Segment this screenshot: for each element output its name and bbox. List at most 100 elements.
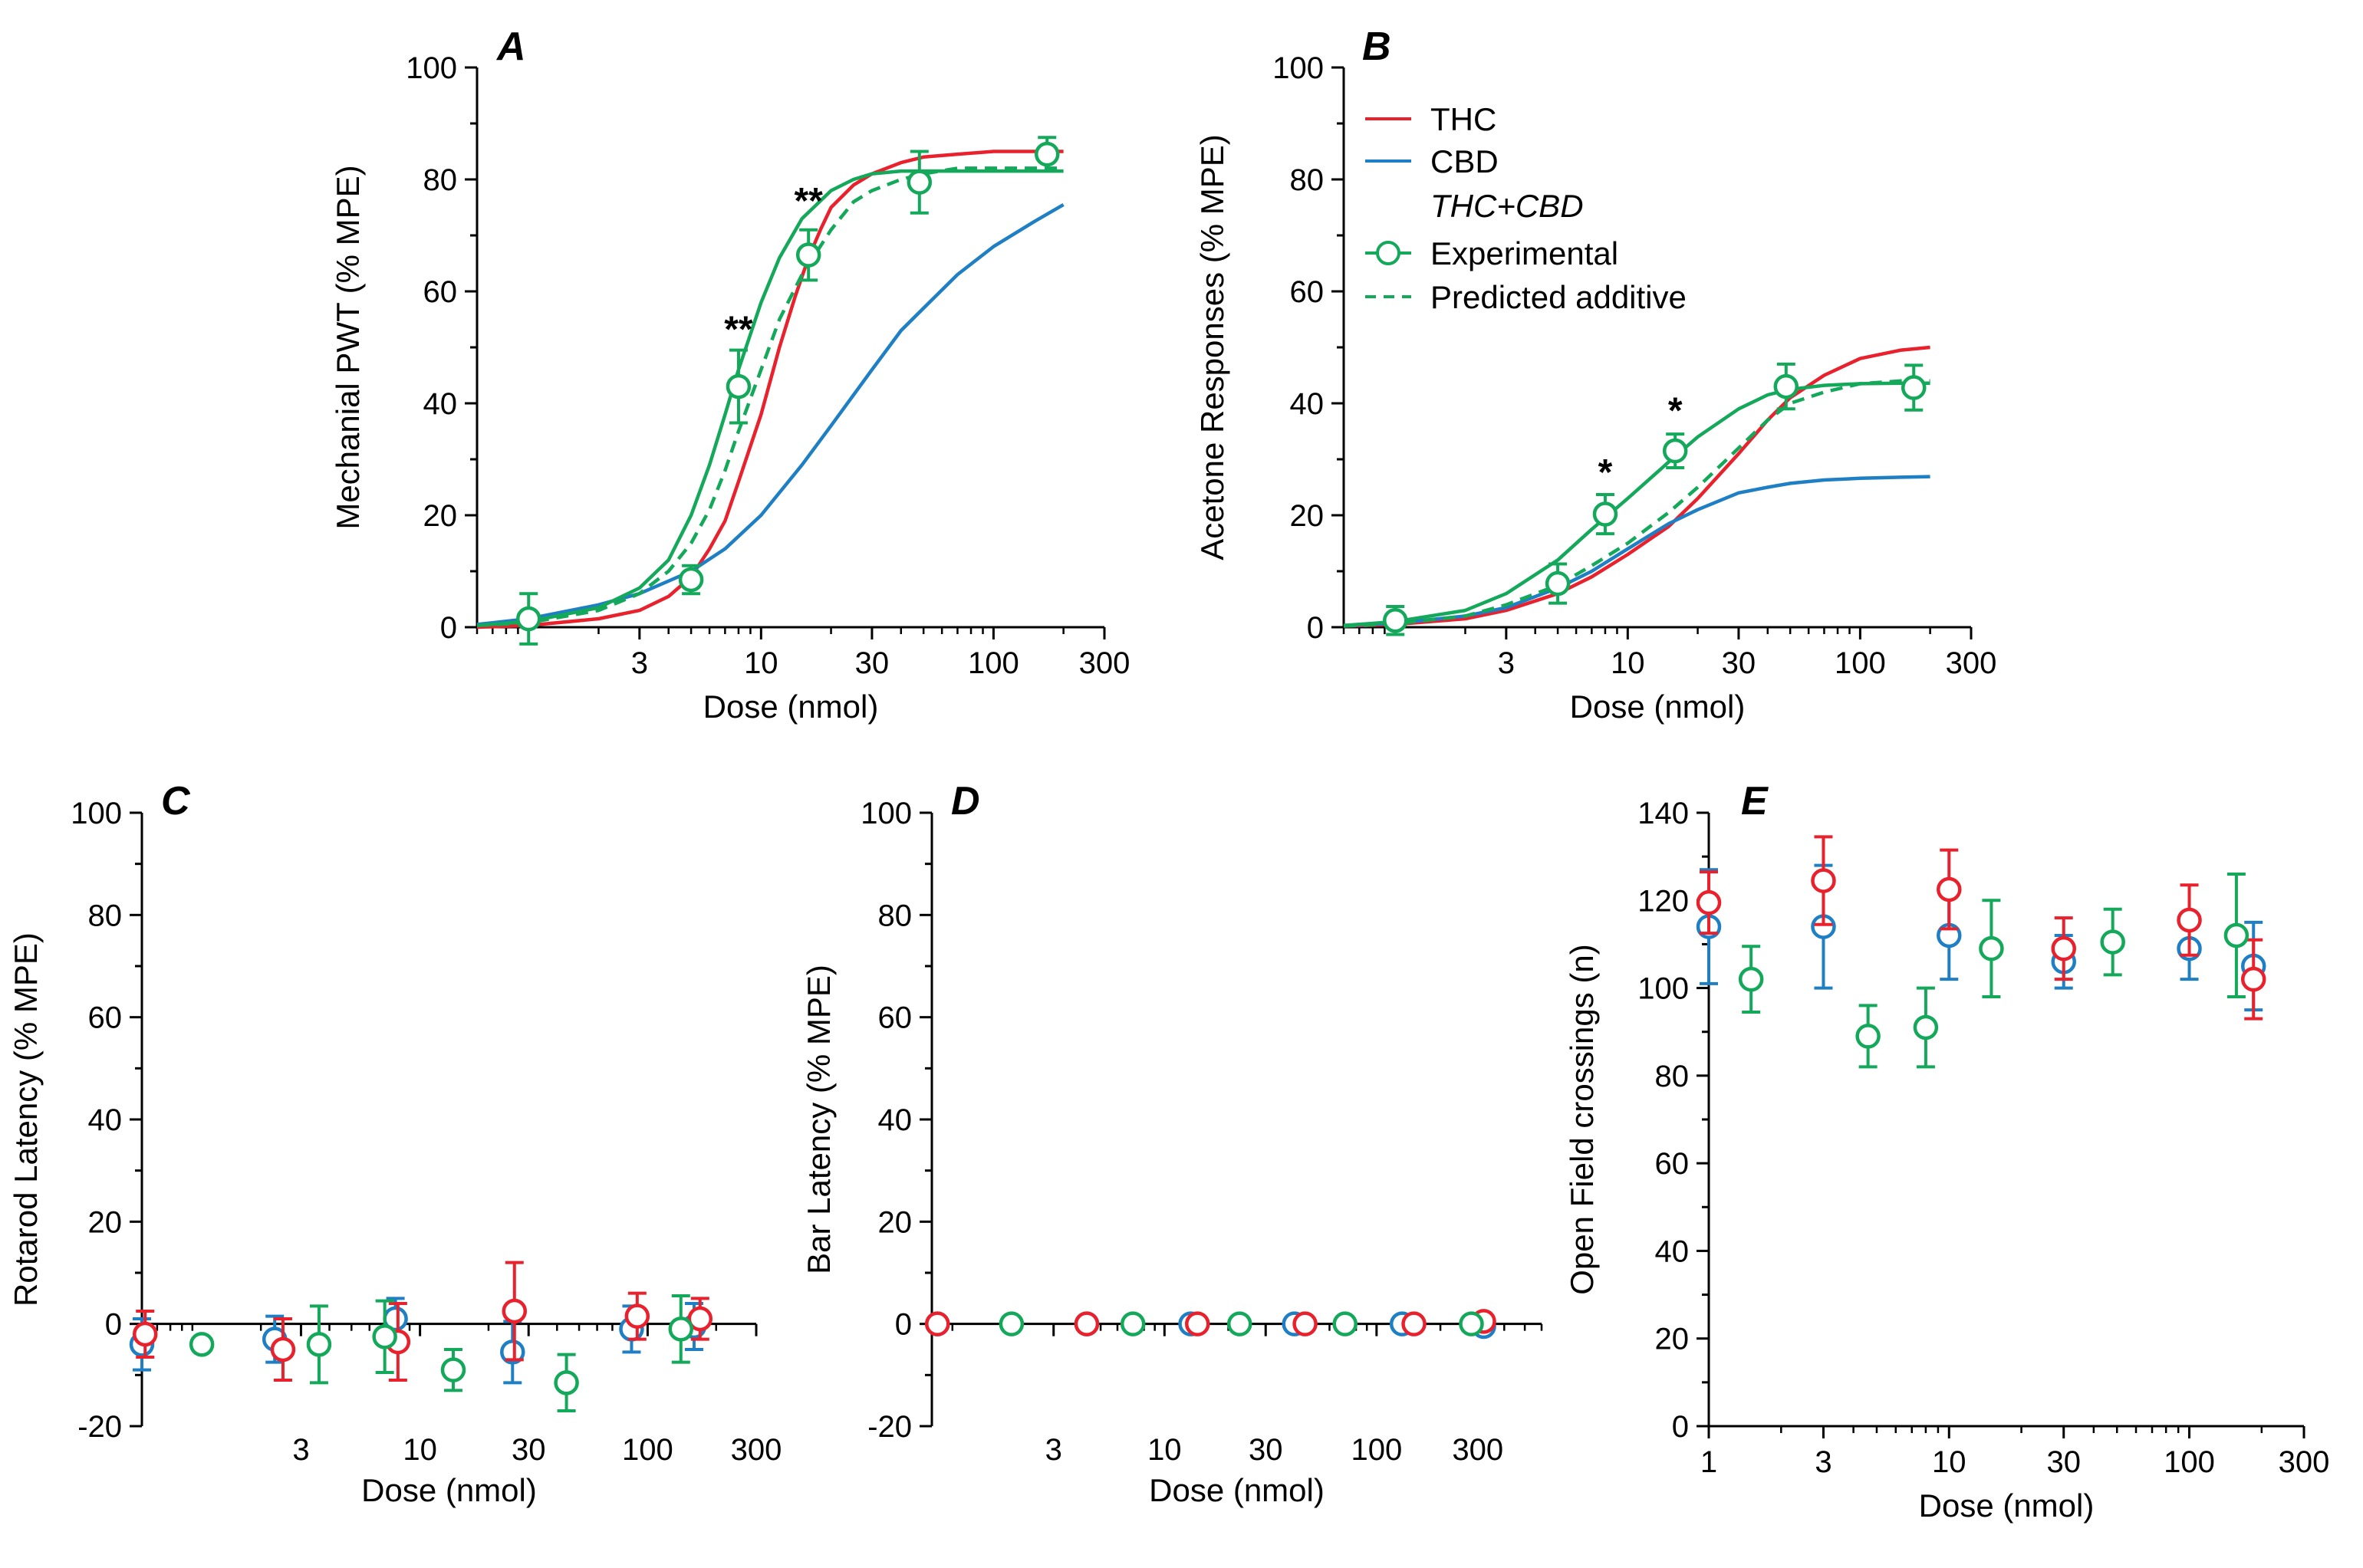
point-thc-cbd <box>189 1332 215 1357</box>
curve-cbd <box>476 202 1065 626</box>
panel-label: A <box>495 25 526 69</box>
x-axis-label: Dose (nmol) <box>361 1472 537 1508</box>
panel-label: D <box>951 779 980 823</box>
point-cbd <box>500 1340 525 1365</box>
y-axis-label: Rotarod Latency (% MPE) <box>8 932 44 1307</box>
y-tick-label: 0 <box>440 611 457 645</box>
curve-experimental-fit <box>1343 381 1930 628</box>
x-tick-label: 30 <box>855 646 890 680</box>
point-thc-cbd <box>668 1317 694 1342</box>
y-axis-label: Open Field crossings (n) <box>1564 944 1600 1295</box>
point-thc <box>1401 1311 1427 1336</box>
panel-label: C <box>161 779 191 823</box>
y-tick-label: 20 <box>423 499 458 533</box>
y-tick-label: 100 <box>406 51 457 85</box>
y-axis-label: Mechanial PWT (% MPE) <box>330 165 366 529</box>
x-tick-label: 10 <box>1147 1433 1182 1467</box>
legend-predicted-label: Predicted additive <box>1430 279 1687 315</box>
y-tick-label: 80 <box>88 899 123 932</box>
y-axis-label: Acetone Responses (% MPE) <box>1194 134 1230 560</box>
x-tick-label: 3 <box>1498 646 1515 680</box>
x-tick-label: 100 <box>968 646 1019 680</box>
point-thc-cbd <box>1855 1024 1881 1049</box>
legend-experimental-marker <box>1376 241 1400 265</box>
y-tick-label: 0 <box>1307 611 1324 645</box>
y-tick-label: 80 <box>423 163 458 197</box>
x-axis-label: Dose (nmol) <box>1149 1472 1325 1508</box>
significance-marker: ** <box>795 181 824 222</box>
x-tick-label: 30 <box>2046 1445 2081 1479</box>
point-thc-cbd <box>1738 966 1764 992</box>
x-tick-label: 300 <box>731 1433 782 1467</box>
x-tick-label: 10 <box>403 1433 437 1467</box>
y-tick-label: 40 <box>423 387 458 421</box>
point-experimental <box>1545 570 1571 597</box>
point-thc <box>1292 1311 1318 1336</box>
x-axis-label: Dose (nmol) <box>1919 1487 2095 1524</box>
point-thc <box>925 1311 950 1336</box>
legend-thc-label: THC <box>1430 101 1496 137</box>
curve-cbd <box>1343 475 1930 628</box>
point-thc-cbd <box>1913 1014 1939 1040</box>
x-tick-label: 10 <box>1611 646 1645 680</box>
point-thc <box>1937 876 1962 902</box>
point-thc <box>502 1298 528 1324</box>
x-tick-label: 3 <box>1815 1445 1831 1479</box>
point-thc-cbd <box>1226 1311 1252 1336</box>
significance-marker: ** <box>724 310 753 350</box>
point-thc <box>2240 966 2266 992</box>
y-tick-label: -20 <box>867 1410 912 1444</box>
point-thc <box>2177 907 2202 933</box>
y-tick-label: 80 <box>1290 163 1325 197</box>
y-tick-label: 60 <box>1290 275 1325 309</box>
point-experimental <box>1773 373 1799 399</box>
point-experimental <box>1382 607 1408 633</box>
point-thc <box>687 1306 713 1332</box>
curve-experimental-fit <box>476 169 1064 628</box>
x-tick-label: 30 <box>1249 1433 1283 1467</box>
point-experimental <box>907 169 933 195</box>
y-tick-label: 40 <box>878 1103 913 1137</box>
curve-predicted-additive <box>476 166 1064 628</box>
x-tick-label: 300 <box>1079 646 1130 680</box>
point-thc-cbd <box>554 1370 579 1395</box>
significance-marker: * <box>1668 391 1683 432</box>
y-tick-label: 120 <box>1637 884 1689 918</box>
point-thc <box>132 1321 158 1347</box>
point-experimental <box>1592 501 1618 527</box>
x-tick-label: 300 <box>2279 1445 2330 1479</box>
point-thc-cbd <box>999 1311 1025 1336</box>
point-experimental <box>795 242 821 268</box>
curve-thc <box>476 150 1064 630</box>
point-thc-cbd <box>1459 1311 1484 1336</box>
y-tick-label: 20 <box>878 1205 913 1239</box>
point-thc-cbd <box>372 1324 397 1349</box>
point-thc-cbd <box>440 1357 466 1382</box>
point-thc <box>624 1303 650 1329</box>
y-tick-label: 140 <box>1637 797 1689 830</box>
x-tick-label: 100 <box>1351 1433 1402 1467</box>
panel-b: 0 20 40 60 80 100 3 10 30 100 300 Dose (nmol) Aceton… <box>1194 25 1996 725</box>
x-axis-label: Dose (nmol) <box>703 689 879 725</box>
point-thc <box>1696 889 1722 915</box>
point-thc <box>270 1336 296 1363</box>
y-tick-label: 0 <box>1672 1410 1689 1444</box>
x-tick-label: 1 <box>1700 1445 1717 1479</box>
y-tick-label: 20 <box>1290 499 1325 533</box>
point-thc-cbd <box>1332 1311 1358 1336</box>
point-experimental <box>1034 141 1060 167</box>
point-thc <box>1074 1311 1100 1336</box>
point-thc <box>1811 868 1836 893</box>
point-thc <box>2051 935 2076 962</box>
x-tick-label: 100 <box>1835 646 1886 680</box>
panel-a: 0 20 40 60 80 100 3 10 30 100 300 Dose (nmol) Mechan… <box>330 25 1130 725</box>
point-thc-cbd <box>1979 935 2004 962</box>
x-tick-label: 30 <box>512 1433 546 1467</box>
x-tick-label: 300 <box>1452 1433 1503 1467</box>
panel-c: -20 0 20 40 60 80 100 3 10 30 100 300 Dose (nmol) Rot… <box>8 779 782 1508</box>
significance-marker: * <box>1598 452 1613 493</box>
y-tick-label: 40 <box>1290 387 1325 421</box>
legend-cbd-label: CBD <box>1430 143 1499 179</box>
legend: THC CBD THC+CBD Experimental Predicted a… <box>1365 101 1687 315</box>
